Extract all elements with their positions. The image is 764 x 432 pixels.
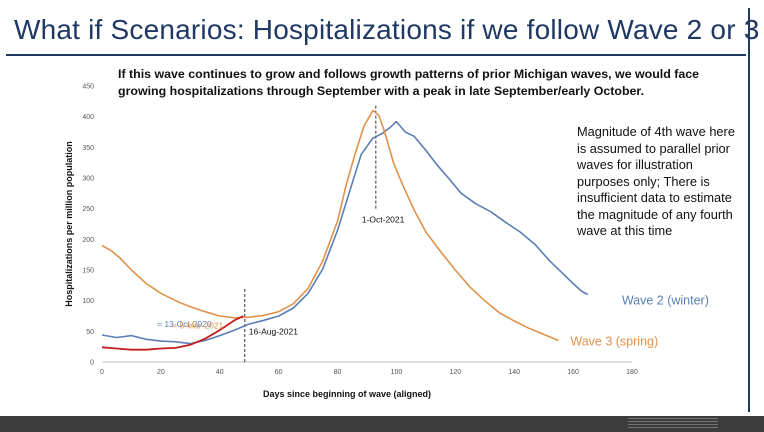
x-tick-label: 40 [216,369,224,376]
y-tick-label: 150 [82,268,94,275]
y-tick-label: 0 [90,360,94,367]
annotation-label-2: 1-Oct-2021 [362,215,405,225]
chart-guide-lines [244,104,377,362]
slide-right-border [748,8,750,412]
x-tick-label: 60 [275,369,283,376]
wave2-series-label: Wave 2 (winter) [622,294,709,308]
y-tick-label: 300 [82,176,94,183]
magnitude-note: Magnitude of 4th wave here is assumed to… [577,124,735,238]
x-tick-label: 80 [334,369,342,376]
y-tick-label: 350 [82,145,94,152]
series-line-3 [101,315,244,351]
y-axis-label: Hospitalizations per million population [64,141,74,307]
title-divider [6,54,746,56]
headline-text: If this wave continues to grow and follo… [118,67,700,98]
series-line-2 [101,109,559,342]
wave2-start-label: = 13-Oct-2020 [157,319,212,329]
y-tick-label: 100 [82,298,94,305]
x-tick-label: 20 [157,369,165,376]
x-tick-label: 180 [626,369,638,376]
y-tick-label: 200 [82,237,94,244]
series-line-1 [101,120,589,345]
x-tick-label: 160 [567,369,579,376]
bottom-bar [0,416,764,432]
footer-logo-text [628,418,718,430]
x-axis-label: Days since beginning of wave (aligned) [263,389,431,399]
annotation-label-1: 16-Aug-2021 [249,326,298,336]
y-tick-label: 50 [86,329,94,336]
slide-title: What if Scenarios: Hospitalizations if w… [14,14,760,45]
wave3-series-label: Wave 3 (spring) [570,335,658,349]
x-tick-label: 0 [100,369,104,376]
x-tick-label: 100 [391,369,403,376]
y-tick-label: 450 [82,84,94,91]
chart-series-lines [101,109,589,351]
y-tick-label: 250 [82,206,94,213]
x-tick-label: 120 [449,369,461,376]
wave3-start-label: = 5-Mar-2021 [172,320,224,330]
y-tick-label: 400 [82,114,94,121]
chart-labels: 16-Aug-2021 1-Oct-2021 = 13-Oct-2020= 5-Ma… [157,215,709,349]
chart-axes: 0 50 100 150 200 250 300 350 400 450 0 20 40 60 80 100 1… [64,84,638,400]
x-tick-label: 140 [508,369,520,376]
